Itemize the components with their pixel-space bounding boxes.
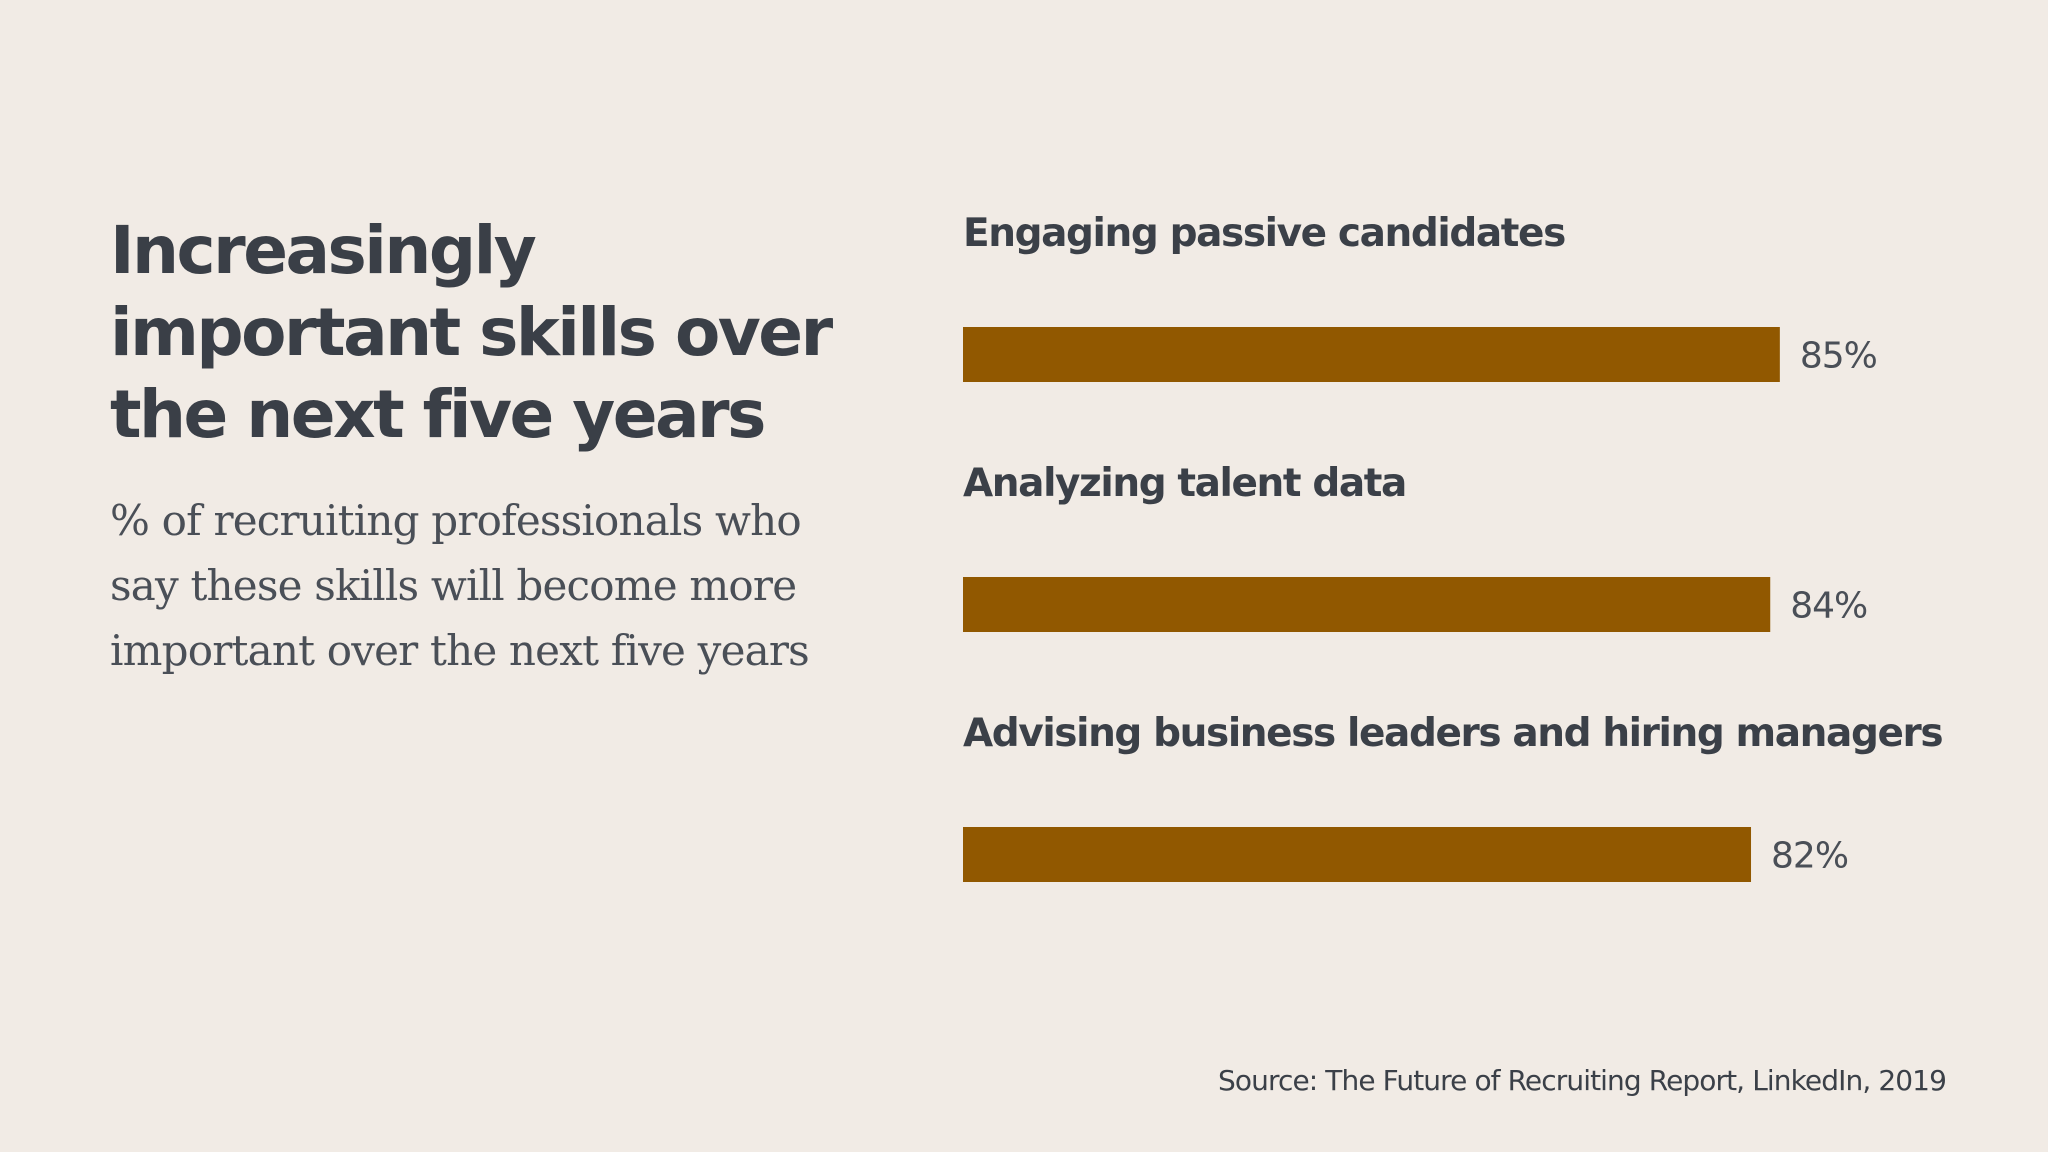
bar	[963, 827, 1752, 882]
bar	[963, 577, 1771, 632]
bar-value-label: 84%	[1790, 586, 1867, 627]
source-note: Source: The Future of Recruiting Report,…	[1218, 1064, 1947, 1097]
bar-value-label: 85%	[1800, 336, 1877, 377]
bar-category-label: Advising business leaders and hiring man…	[963, 711, 1942, 756]
chart-subtitle: % of recruiting professionals who say th…	[110, 496, 810, 675]
chart-title: Increasingly important skills over the n…	[110, 212, 833, 453]
bar-value-label: 82%	[1771, 836, 1848, 877]
bar-category-label: Engaging passive candidates	[963, 211, 1565, 256]
bar	[963, 327, 1780, 382]
bar-category-label: Analyzing talent data	[963, 461, 1406, 506]
bar-chart: Engaging passive candidates 85% Analyzing …	[963, 211, 1944, 882]
